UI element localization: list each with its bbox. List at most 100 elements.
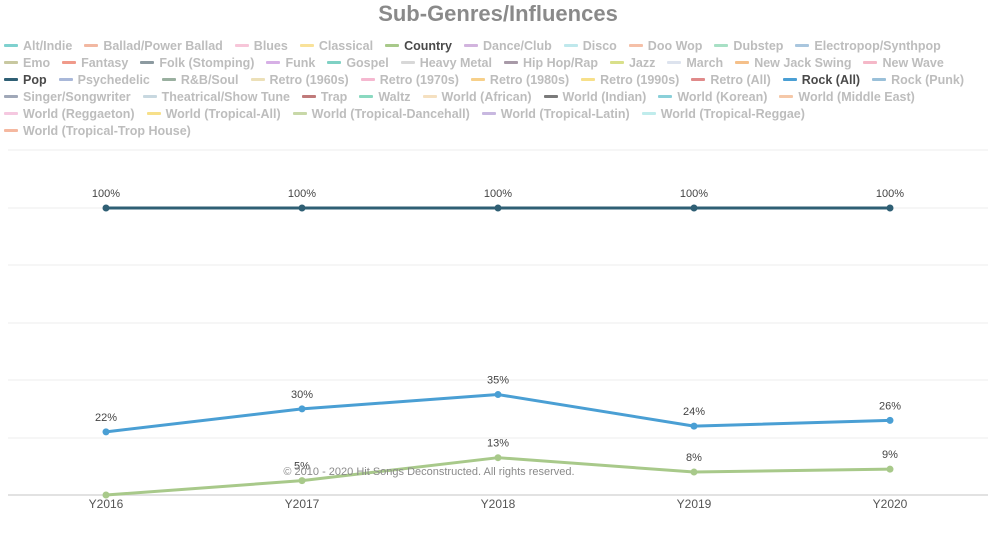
data-point[interactable] [102, 491, 110, 499]
legend-swatch [463, 44, 478, 48]
legend-item[interactable]: Emo [4, 55, 50, 72]
legend-item[interactable]: Retro (All) [691, 72, 771, 89]
legend-swatch [140, 61, 155, 65]
data-label: 35% [487, 375, 509, 387]
series-line [105, 393, 891, 434]
legend-item[interactable]: Alt/Indie [4, 38, 72, 55]
legend-item[interactable]: Rock (Punk) [872, 72, 964, 89]
legend-label: Pop [23, 73, 47, 87]
legend-item[interactable]: New Wave [863, 55, 944, 72]
legend-item[interactable]: Electropop/Synthpop [795, 38, 941, 55]
legend-item[interactable]: Retro (1960s) [250, 72, 349, 89]
legend-item[interactable]: Dance/Club [463, 38, 552, 55]
data-point[interactable] [102, 428, 110, 436]
x-tick-label: Y2018 [481, 497, 516, 511]
data-point[interactable] [298, 477, 306, 485]
legend-item[interactable]: Dubstep [714, 38, 783, 55]
legend-item[interactable]: Trap [301, 89, 347, 106]
data-label: 8% [686, 452, 702, 464]
legend-item[interactable]: Fantasy [62, 55, 128, 72]
legend-item[interactable]: Folk (Stomping) [140, 55, 254, 72]
legend-label: Disco [582, 39, 617, 53]
legend-label: Funk [285, 56, 316, 70]
legend-label: March [686, 56, 724, 70]
legend-swatch [563, 44, 578, 48]
legend-swatch [628, 44, 643, 48]
legend-item[interactable]: R&B/Soul [161, 72, 239, 89]
legend-label: World (Tropical-Reggae) [660, 107, 805, 121]
legend-swatch [301, 95, 316, 99]
data-point[interactable] [886, 204, 894, 212]
data-point[interactable] [494, 454, 502, 462]
legend-item[interactable]: Funk [266, 55, 315, 72]
legend-swatch [581, 78, 596, 82]
legend-item[interactable]: World (Tropical-Reggae) [641, 106, 805, 123]
legend-item[interactable]: Ballad/Power Ballad [84, 38, 223, 55]
legend-item[interactable]: World (Tropical-Latin) [481, 106, 630, 123]
legend-item[interactable]: World (Tropical-Dancehall) [292, 106, 470, 123]
chart-legend: Alt/Indie Ballad/Power Ballad Blues Classic… [4, 38, 994, 140]
legend-label: R&B/Soul [180, 73, 239, 87]
legend-item[interactable]: World (Middle East) [779, 89, 915, 106]
legend-item[interactable]: Jazz [609, 55, 655, 72]
legend-item[interactable]: Waltz [359, 89, 411, 106]
legend-item[interactable]: Retro (1990s) [581, 72, 679, 89]
legend-item[interactable]: World (Korean) [658, 89, 767, 106]
legend-item[interactable]: Retro (1970s) [360, 72, 459, 89]
legend-item[interactable]: Blues [234, 38, 288, 55]
legend-swatch [872, 78, 887, 82]
legend-item[interactable]: World (African) [422, 89, 532, 106]
legend-label: World (Tropical-Latin) [500, 107, 630, 121]
legend-swatch [4, 129, 18, 133]
data-point[interactable] [886, 465, 894, 473]
data-point[interactable] [886, 416, 894, 424]
legend-label: Waltz [378, 90, 411, 104]
legend-item[interactable]: Disco [563, 38, 617, 55]
legend-item[interactable]: Retro (1980s) [470, 72, 569, 89]
legend-swatch [385, 44, 400, 48]
legend-label: New Wave [882, 56, 944, 70]
legend-swatch [470, 78, 485, 82]
data-labels: 100% 100% 100% 100% 100% 22% 30% 35% 24% 26% 5% 13%… [92, 188, 904, 473]
legend-item[interactable]: Pop [4, 72, 47, 89]
legend-item[interactable]: Doo Wop [628, 38, 702, 55]
legend-item[interactable]: Theatrical/Show Tune [142, 89, 290, 106]
legend-swatch [84, 44, 99, 48]
legend-item[interactable]: Psychedelic [58, 72, 150, 89]
x-axis: Y2016 Y2017 Y2018 Y2019 Y2020 [8, 494, 988, 511]
data-point[interactable] [298, 204, 306, 212]
data-label: 100% [484, 188, 512, 200]
data-point[interactable] [690, 422, 698, 430]
legend-item[interactable]: Classical [299, 38, 373, 55]
data-label: 100% [876, 188, 904, 200]
legend-item[interactable]: Singer/Songwriter [4, 89, 131, 106]
data-point[interactable] [494, 204, 502, 212]
legend-item[interactable]: Hip Hop/Rap [503, 55, 598, 72]
legend-label: Singer/Songwriter [23, 90, 131, 104]
legend-swatch [714, 44, 729, 48]
legend-label: Psychedelic [77, 73, 150, 87]
legend-label: Rock (All) [801, 73, 861, 87]
legend-swatch [641, 112, 656, 116]
legend-item[interactable]: Gospel [327, 55, 389, 72]
legend-item[interactable]: Rock (All) [782, 72, 861, 89]
legend-item[interactable]: March [667, 55, 723, 72]
data-point[interactable] [494, 391, 502, 399]
legend-item[interactable]: World (Indian) [543, 89, 646, 106]
legend-item[interactable]: World (Tropical-All) [146, 106, 281, 123]
legend-label: Gospel [346, 56, 389, 70]
legend-swatch [4, 44, 18, 48]
legend-label: Emo [23, 56, 51, 70]
legend-item[interactable]: Heavy Metal [400, 55, 492, 72]
data-point[interactable] [690, 468, 698, 476]
legend-item[interactable]: Country [385, 38, 452, 55]
legend-label: Country [404, 39, 452, 53]
data-point[interactable] [102, 204, 110, 212]
data-point[interactable] [690, 204, 698, 212]
data-point[interactable] [298, 405, 306, 413]
legend-item[interactable]: World (Tropical-Trop House) [4, 123, 191, 140]
legend-item[interactable]: New Jack Swing [735, 55, 851, 72]
legend-item[interactable]: World (Reggaeton) [4, 106, 135, 123]
legend-swatch [4, 95, 18, 99]
